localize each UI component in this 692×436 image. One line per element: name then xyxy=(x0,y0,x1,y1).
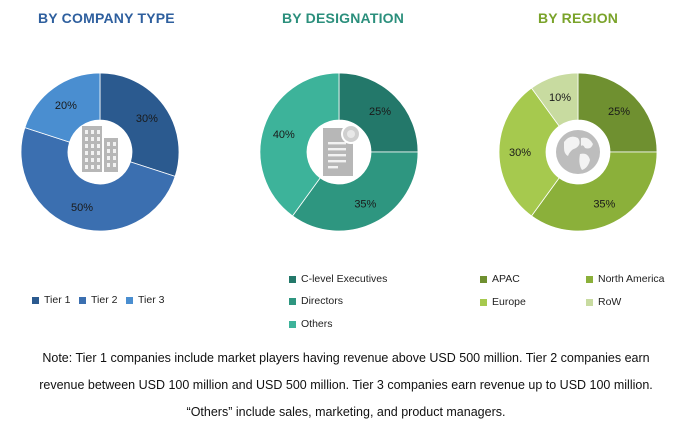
donut-chart-designation: 25% 35% 40% xyxy=(259,72,419,232)
legend-label: Tier 1 xyxy=(44,294,71,306)
slice-label-apac: 25% xyxy=(608,106,630,118)
legend-swatch xyxy=(480,275,487,283)
legend-item-apac: APAC xyxy=(480,273,520,285)
chart-title-designation: BY DESIGNATION xyxy=(282,10,405,26)
footnote-line: Note: Tier 1 companies include market pl… xyxy=(42,351,650,365)
legend-item-directors: Directors xyxy=(289,295,343,307)
slice-label-row: 10% xyxy=(549,92,571,104)
legend-swatch xyxy=(586,275,593,283)
legend-label: Tier 2 xyxy=(91,294,118,306)
legend-label: Directors xyxy=(301,295,344,307)
legend-item-north-america: North America xyxy=(586,273,665,285)
legend-item-tier-3: Tier 3 xyxy=(126,294,164,306)
legend-swatch xyxy=(79,296,86,304)
legend-label: Tier 3 xyxy=(138,294,165,306)
legend-swatch xyxy=(289,297,296,305)
legend-swatch xyxy=(289,320,296,328)
legend-label: Europe xyxy=(492,296,526,308)
footnote-line: revenue between USD 100 million and USD … xyxy=(39,378,653,392)
slice-label-europe: 30% xyxy=(509,147,531,159)
legend-label: APAC xyxy=(492,273,520,285)
chart-title-region: BY REGION xyxy=(538,10,619,26)
legend-label: RoW xyxy=(598,296,622,308)
legend-label: North America xyxy=(598,273,665,285)
building-icon xyxy=(82,126,118,172)
slice-label-tier-1: 30% xyxy=(136,113,158,125)
legend-swatch xyxy=(126,296,133,304)
document-badge-icon xyxy=(323,124,361,176)
legend-item-europe: Europe xyxy=(480,296,526,308)
legend-swatch xyxy=(586,298,593,306)
slice-label-tier-3: 20% xyxy=(55,100,77,112)
slice-label-tier-2: 50% xyxy=(71,202,93,214)
legend-swatch xyxy=(289,275,296,283)
footnote-line: “Others” include sales, marketing, and p… xyxy=(186,405,506,419)
slice-label-north-america: 35% xyxy=(593,199,615,211)
legend-item-others: Others xyxy=(289,318,333,330)
legend-label: C-level Executives xyxy=(301,273,388,285)
donut-chart-region: 25% 35% 30% 10% xyxy=(498,72,658,232)
slice-label-directors: 35% xyxy=(354,199,376,211)
slice-label-c-level-executives: 25% xyxy=(369,106,391,118)
legend-item-c-level: C-level Executives xyxy=(289,273,387,285)
globe-icon xyxy=(556,130,600,174)
slice-label-others: 40% xyxy=(273,129,295,141)
legend-item-row: RoW xyxy=(586,296,621,308)
footnote: Note: Tier 1 companies include market pl… xyxy=(0,345,692,426)
legend-item-tier-1: Tier 1 xyxy=(32,294,70,306)
legend-item-tier-2: Tier 2 xyxy=(79,294,117,306)
chart-title-company-type: BY COMPANY TYPE xyxy=(38,10,175,26)
legend-swatch xyxy=(480,298,487,306)
donut-chart-company-type: 30% 50% 20% xyxy=(20,72,180,232)
legend-swatch xyxy=(32,296,39,304)
legend-label: Others xyxy=(301,318,333,330)
